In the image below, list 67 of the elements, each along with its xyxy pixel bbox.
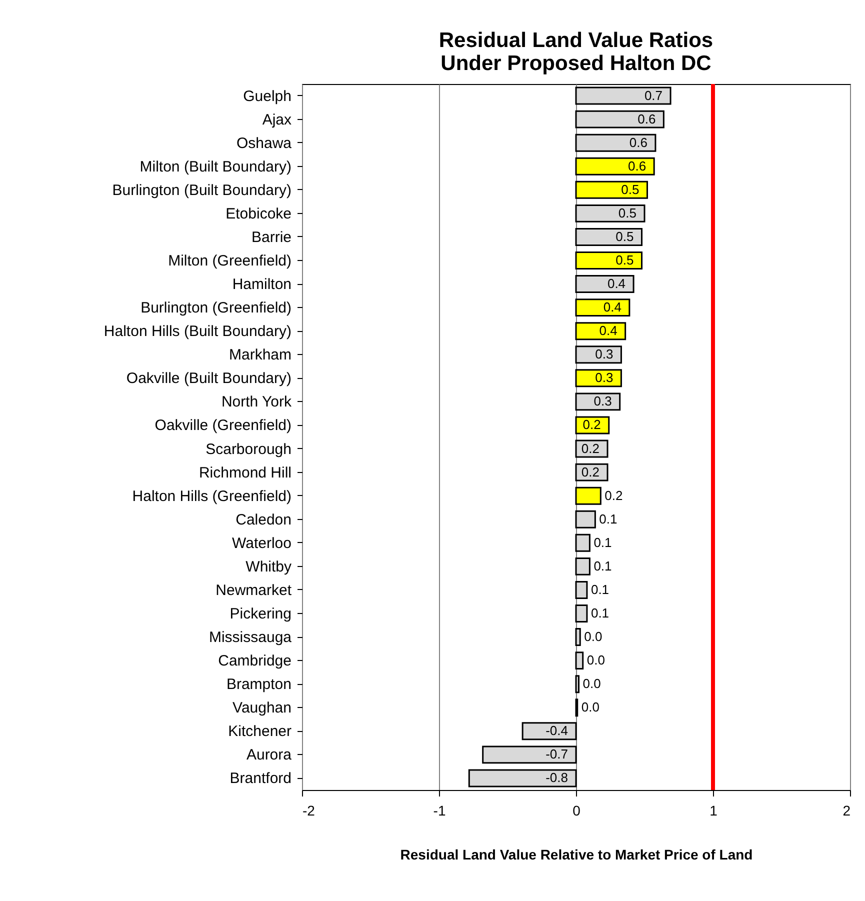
data-label: 0.4 (599, 323, 618, 338)
y-tick-label: Markham (228, 346, 292, 364)
y-tick-label: Burlington (Greenfield) (140, 300, 292, 317)
x-tick-label: 2 (842, 802, 851, 818)
data-label: 0.3 (595, 346, 614, 362)
data-label: 0.1 (599, 511, 618, 526)
data-label: -0.7 (546, 746, 568, 762)
y-tick-label: Hamilton (232, 276, 292, 294)
y-tick-label: Milton (Built Boundary) (140, 158, 292, 176)
y-tick-label: Caledon (236, 511, 292, 528)
x-tick-label: -2 (302, 802, 316, 818)
data-label: 0.6 (628, 158, 646, 174)
y-tick-label: Pickering (230, 606, 292, 622)
y-tick-label: Burlington (Built Boundary) (112, 182, 292, 199)
data-label: 0.5 (616, 252, 634, 268)
y-tick-label: Vaughan (232, 700, 292, 717)
data-label: 0.0 (581, 700, 600, 715)
data-label: 0.1 (590, 582, 610, 597)
y-tick-label: Brantford (230, 770, 292, 788)
data-label: 0.4 (607, 276, 626, 292)
data-label: 0.6 (638, 111, 656, 126)
y-tick-label: North York (221, 394, 292, 411)
y-tick-label: Oshawa (236, 134, 292, 152)
data-label: 0.2 (581, 440, 600, 456)
y-tick-label: Whitby (246, 558, 292, 576)
data-label: -0.8 (546, 770, 568, 786)
y-tick-label: Halton Hills (Built Boundary) (104, 323, 292, 340)
y-tick-label: Mississauga (208, 629, 292, 646)
data-label: 0.5 (621, 182, 640, 197)
y-tick-label: Milton (Greenfield) (168, 252, 292, 270)
data-label: 0.4 (603, 300, 622, 315)
y-tick-label: Brampton (226, 676, 292, 694)
data-label: 0.1 (590, 606, 610, 620)
data-label: 0.2 (581, 464, 600, 480)
x-tick-label: -1 (433, 802, 446, 818)
data-label: 0.2 (582, 417, 601, 432)
y-tick-label: Scarborough (206, 440, 292, 458)
y-tick-label: Guelph (243, 88, 292, 105)
data-label: 0.2 (604, 488, 623, 503)
x-tick-label: 1 (710, 802, 718, 818)
y-tick-label: Etobicoke (226, 205, 292, 222)
data-label: 0.6 (629, 134, 648, 150)
y-tick-label: Aurora (246, 746, 292, 764)
data-label: 0.3 (595, 370, 614, 386)
x-tick-label: 0 (572, 802, 581, 818)
x-axis-title: Residual Land Value Relative to Market Price of Land (400, 846, 753, 862)
y-tick-label: Newmarket (216, 582, 292, 599)
y-tick-label: Cambridge (218, 652, 292, 670)
data-label: 0.3 (594, 394, 612, 409)
data-label: 0.5 (618, 205, 636, 220)
data-label: -0.4 (546, 723, 568, 738)
y-tick-label: Waterloo (232, 534, 292, 552)
y-tick-label: Oakville (Greenfield) (154, 417, 292, 434)
y-tick-label: Kitchener (228, 723, 292, 740)
data-label: 0.7 (644, 88, 663, 103)
data-label: 0.1 (594, 534, 612, 550)
data-label: 0.5 (616, 228, 634, 244)
data-label: 0.0 (586, 652, 605, 668)
chart-title: Residual Land Value Ratios Under Proposed Halton DC (438, 29, 714, 75)
y-tick-label: Barrie (251, 228, 292, 246)
y-tick-label: Richmond Hill (198, 464, 292, 482)
y-tick-label: Oakville (Built Boundary) (126, 370, 292, 388)
data-label: 0.0 (582, 676, 601, 692)
y-tick-label: Ajax (262, 111, 292, 128)
y-tick-label: Halton Hills (Greenfield) (132, 488, 292, 505)
data-label: 0.0 (584, 629, 602, 644)
data-label: 0.1 (594, 558, 612, 574)
